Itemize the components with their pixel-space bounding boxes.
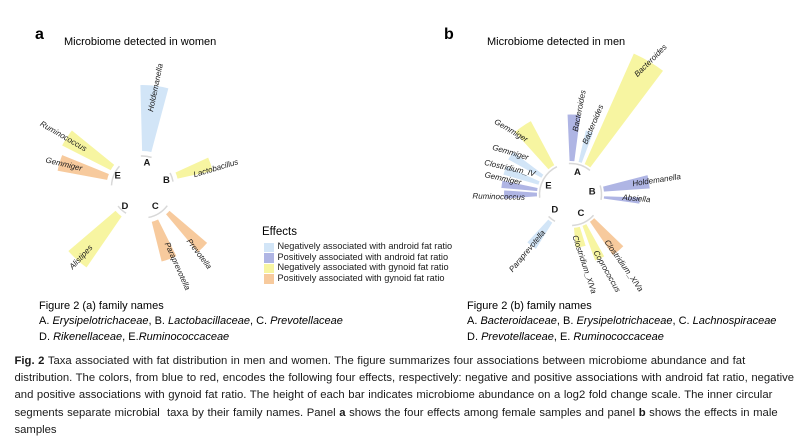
svg-text:E: E (545, 180, 551, 191)
svg-text:Ruminococcus: Ruminococcus (38, 119, 88, 153)
svg-text:C: C (152, 201, 159, 212)
svg-text:Absiella: Absiella (621, 193, 651, 205)
svg-text:Paraprevotella: Paraprevotella (163, 241, 193, 292)
svg-text:D: D (551, 205, 558, 216)
svg-text:A: A (574, 167, 581, 178)
svg-text:B: B (163, 175, 170, 186)
svg-text:Ruminococcus: Ruminococcus (472, 192, 525, 202)
svg-text:Bacteroides: Bacteroides (571, 89, 588, 132)
svg-text:Holdemanella: Holdemanella (632, 172, 682, 188)
svg-text:E: E (115, 171, 121, 182)
svg-text:B: B (589, 187, 596, 198)
svg-text:Paraprevotella: Paraprevotella (507, 228, 547, 274)
svg-text:D: D (121, 201, 128, 212)
svg-text:C: C (577, 208, 584, 219)
svg-text:A: A (143, 157, 150, 168)
